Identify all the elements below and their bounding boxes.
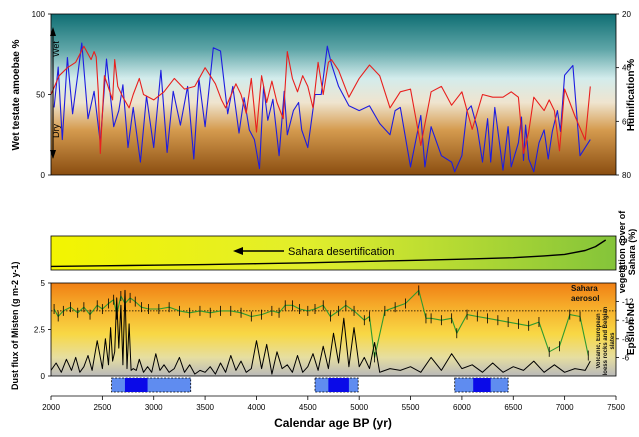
top-left-axis-label: Wet testate amoebae %: [11, 39, 22, 150]
x-tick-label: 2000: [42, 403, 60, 412]
top-left-tick-label: 50: [36, 91, 45, 100]
middle-panel-background: [51, 236, 616, 270]
axes: 0 50 100 20 40 60 80 0.0 0.9 0 2.5 5 -6 -8 -10 -12 2000 2…: [32, 10, 634, 412]
bottom-panel-frame: [50, 282, 617, 377]
dust-flux-line: [51, 289, 591, 375]
middle-right-tick-label: 0.0: [619, 266, 628, 272]
x-axis-label: Calendar age BP (yr): [274, 416, 392, 430]
age-band-inner: [124, 378, 148, 392]
top-right-tick-label: 60: [622, 117, 631, 126]
bottom-panel-background: [51, 283, 616, 376]
dry-arrowhead-icon: [50, 150, 56, 159]
x-tick-label: 3000: [145, 403, 163, 412]
x-tick-label: 7000: [556, 403, 574, 412]
wet-annotation: Wet: [51, 41, 61, 57]
desertification-label: Sahara desertification: [288, 246, 394, 258]
dry-annotation: Dry: [51, 124, 61, 138]
bottom-right-tick-label: -8: [622, 335, 630, 344]
top-left-tick-label: 0: [41, 171, 46, 180]
top-right-axis-label: Humification %: [626, 59, 637, 131]
x-tick-label: 7500: [607, 403, 625, 412]
middle-panel-plot-area: [50, 239, 607, 268]
top-right-tick-label: 40: [622, 64, 631, 73]
wet-arrowhead-icon: [50, 27, 56, 36]
x-tick-label: 6500: [504, 403, 522, 412]
bottom-left-axis-label-box: Dust flux of Misten (g m-2 y-1): [10, 262, 20, 390]
age-bands: [111, 377, 509, 393]
bottom-panel-plot-area: [51, 285, 616, 375]
bottom-right-axis-label: Epsilon Nd: [626, 303, 637, 355]
bottom-left-tick-label: 2.5: [34, 326, 46, 335]
top-series-blue-line: [53, 42, 591, 173]
x-tick-label: 4500: [299, 403, 317, 412]
middle-right-axis-label-box: vegetation cover of Sahara (%): [617, 210, 637, 294]
middle-right-axis-label: vegetation cover of Sahara (%): [617, 210, 637, 294]
top-series-red-line: [51, 45, 591, 155]
bottom-right-tick-label: -6: [622, 353, 630, 362]
middle-panel-frame: [50, 235, 617, 271]
top-panel-plot-area: [51, 42, 591, 173]
top-panel-frame: [50, 13, 617, 176]
x-tick-label: 5500: [402, 403, 420, 412]
bottom-left-axis-label: Dust flux of Misten (g m-2 y-1): [10, 262, 20, 390]
age-band-outer: [111, 377, 192, 393]
volcanic-label: Volcanic, European loess rocks and Belgi…: [596, 306, 616, 376]
sahara-aerosol-label: Sahara aerosol: [571, 284, 600, 303]
top-left-tick-label: 100: [32, 10, 46, 19]
x-tick-label: 5000: [350, 403, 368, 412]
top-right-tick-label: 80: [622, 171, 631, 180]
x-tick-label: 3500: [196, 403, 214, 412]
desertification-arrowhead-icon: [233, 247, 243, 255]
bottom-left-tick-label: 0: [41, 372, 46, 381]
x-tick-label: 6000: [453, 403, 471, 412]
age-band-inner: [473, 378, 491, 392]
age-band-inner: [328, 378, 349, 392]
middle-right-tick-label: 0.9: [619, 239, 628, 245]
volcanic-label-box: Volcanic, European loess rocks and Belgi…: [596, 306, 616, 376]
bottom-right-tick-label: -10: [622, 316, 634, 325]
x-tick-label: 2500: [93, 403, 111, 412]
top-panel-background: [51, 14, 616, 175]
bottom-left-tick-label: 5: [41, 279, 46, 288]
sahara-aerosol-label-box: Sahara aerosol: [571, 284, 600, 303]
bottom-right-tick-label: -12: [622, 298, 634, 307]
top-right-tick-label: 20: [622, 10, 631, 19]
x-tick-label: 4000: [248, 403, 266, 412]
vegetation-cover-line: [50, 239, 607, 268]
